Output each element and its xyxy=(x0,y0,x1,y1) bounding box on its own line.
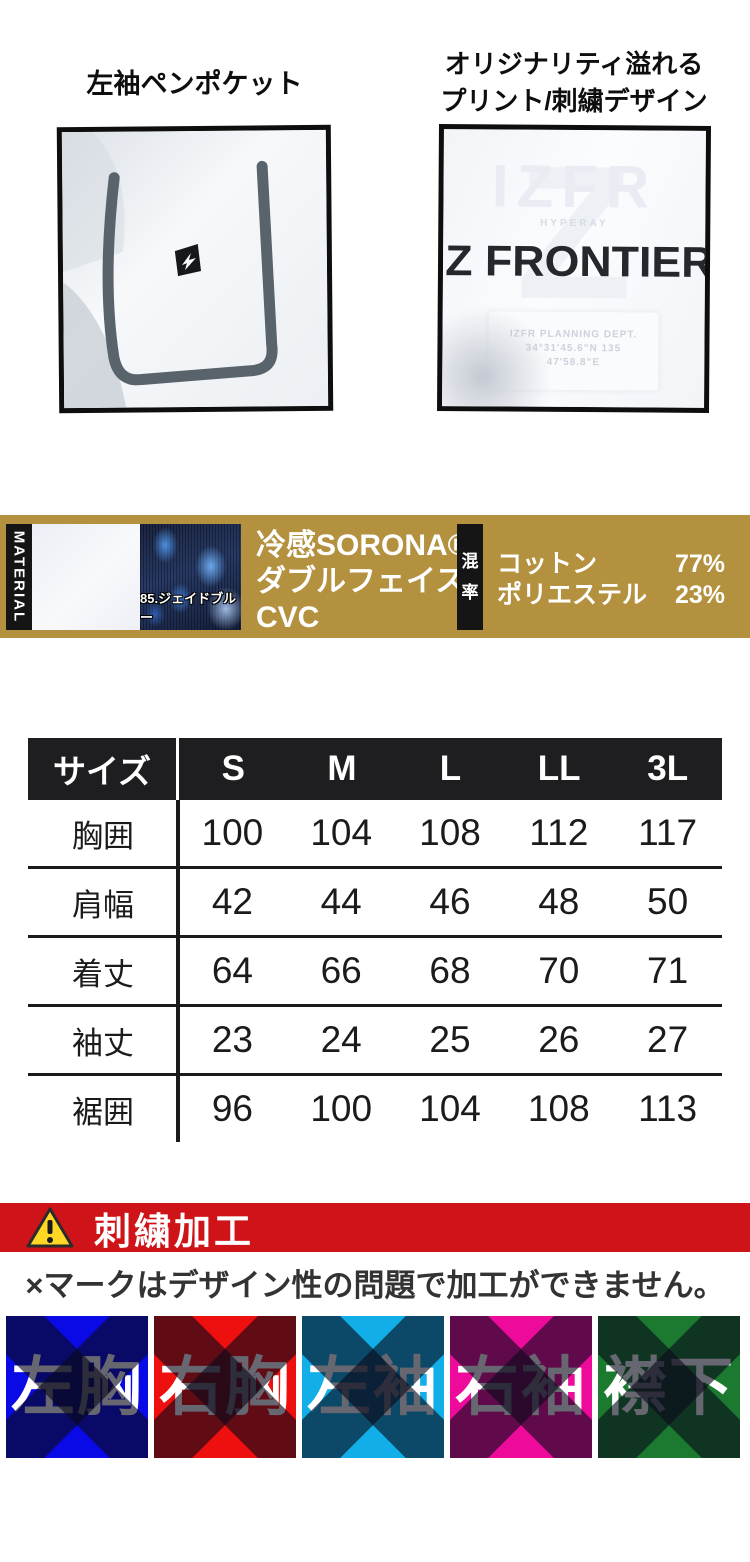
mix-ratio-list: コットン 77% ポリエステル 23% xyxy=(497,549,725,611)
row-label: 肩幅 xyxy=(72,887,134,923)
watermark-small-top-text: HYPERAY xyxy=(540,217,609,230)
brand-logo-icon xyxy=(174,243,202,277)
right-photo-caption-line1: オリジナリティ溢れる xyxy=(444,49,704,79)
table-row: 胸囲 100 104 108 112 117 xyxy=(28,800,722,866)
mix-label-char1: 混 xyxy=(461,552,479,571)
embroidery-banner-title: 刺繍加工 xyxy=(94,1210,254,1252)
fabric-line3: CVC xyxy=(256,601,320,634)
fabric-swatch-jade-blue: 85.ジェイドブルー xyxy=(140,524,241,630)
cell: 100 xyxy=(201,812,264,853)
size-col-m: M xyxy=(327,749,357,788)
cell: 44 xyxy=(320,881,362,922)
left-photo-caption: 左袖ペンポケット xyxy=(86,69,303,99)
cell: 46 xyxy=(429,881,471,922)
material-label-strip: MATERIAL xyxy=(6,524,32,630)
cell: 104 xyxy=(310,812,373,853)
watermark-izfr-print: IZFR xyxy=(491,152,658,221)
position-square-left-chest: 左胸 xyxy=(6,1316,148,1458)
swatch-color-caption: 85.ジェイドブルー xyxy=(140,591,237,625)
cell: 68 xyxy=(429,950,471,991)
position-square-under-collar: 襟下 xyxy=(598,1316,740,1458)
position-square-left-sleeve: 左袖 xyxy=(302,1316,444,1458)
mix-pct: 77% xyxy=(674,550,725,578)
sleeve-pocket-illustration xyxy=(61,129,329,409)
table-row: 肩幅 42 44 46 48 50 xyxy=(28,866,722,935)
fabric-swatch-white xyxy=(32,524,140,630)
mix-pct: 23% xyxy=(674,581,725,609)
table-row: 着丈 64 66 68 70 71 xyxy=(28,935,722,1004)
table-row: 裾囲 96 100 104 108 113 xyxy=(28,1073,722,1142)
size-col-ll: LL xyxy=(537,749,581,788)
shirt-background: Z IZFR HYPERAY 'Z FRONTIER IZFR PLANNING… xyxy=(437,127,711,413)
cell: 71 xyxy=(647,950,689,991)
right-photo-caption-line2: プリント/刺繍デザイン xyxy=(440,86,708,116)
size-col-3l: 3L xyxy=(647,749,689,788)
cell: 117 xyxy=(638,812,698,853)
cell: 108 xyxy=(527,1088,590,1129)
print-design-photo: Z IZFR HYPERAY 'Z FRONTIER IZFR PLANNING… xyxy=(437,124,711,413)
cell: 26 xyxy=(538,1019,580,1060)
mix-name: ポリエステル xyxy=(497,581,648,609)
position-square-right-sleeve: 右袖 xyxy=(450,1316,592,1458)
cell: 100 xyxy=(310,1088,373,1129)
brand-print-text: 'Z FRONTIER xyxy=(437,237,711,287)
header-divider xyxy=(176,738,179,800)
warning-icon xyxy=(26,1207,74,1248)
row-label: 胸囲 xyxy=(72,818,134,854)
cell: 42 xyxy=(211,881,253,922)
size-table: サイズ S M L LL 3L 胸囲 100 104 108 112 117 肩… xyxy=(28,738,722,1142)
cell: 64 xyxy=(211,950,253,991)
size-table-header: サイズ S M L LL 3L xyxy=(28,738,722,800)
cell: 23 xyxy=(211,1019,253,1060)
row-label: 着丈 xyxy=(72,956,134,992)
size-header-label: サイズ xyxy=(52,753,151,790)
table-row: 袖丈 23 24 25 26 27 xyxy=(28,1004,722,1073)
cell: 112 xyxy=(529,812,589,853)
cell: 50 xyxy=(647,881,689,922)
embroidery-banner: 刺繍加工 xyxy=(0,1203,750,1252)
cell: 113 xyxy=(638,1088,698,1129)
mix-ratio-label-strip: 混 率 xyxy=(457,524,483,630)
fabric-line1: 冷感SORONA® xyxy=(256,529,470,562)
cell: 70 xyxy=(538,950,580,991)
cell: 48 xyxy=(538,881,580,922)
row-label: 裾囲 xyxy=(72,1094,134,1130)
size-col-l: L xyxy=(439,749,462,788)
cell: 27 xyxy=(647,1019,689,1060)
sleeve-pocket-photo xyxy=(56,124,334,414)
fabric-line2: ダブルフェイス xyxy=(256,565,466,598)
row-label: 袖丈 xyxy=(72,1025,134,1061)
cell: 24 xyxy=(320,1019,362,1060)
material-label: MATERIAL xyxy=(10,530,28,624)
cell: 25 xyxy=(429,1019,471,1060)
cell: 66 xyxy=(320,950,362,991)
mix-name: コットン xyxy=(497,550,598,578)
size-table-body: 胸囲 100 104 108 112 117 肩幅 42 44 46 48 50… xyxy=(28,800,722,1142)
embroidery-note: ×マークはデザイン性の問題で加工ができません。 xyxy=(25,1268,725,1303)
cell: 108 xyxy=(419,812,481,853)
position-square-right-chest: 右胸 xyxy=(154,1316,296,1458)
pocket-outline-print xyxy=(102,160,278,386)
table-vertical-divider xyxy=(176,800,180,1142)
material-banner: MATERIAL 85.ジェイドブルー 冷感SORONA® ダブルフェイス CV… xyxy=(0,515,750,638)
fabric-description: 冷感SORONA® ダブルフェイス CVC xyxy=(256,528,470,636)
right-photo-caption: オリジナリティ溢れる プリント/刺繍デザイン xyxy=(424,46,724,120)
cell: 104 xyxy=(419,1088,481,1129)
mix-label-char2: 率 xyxy=(461,583,479,602)
mix-row-cotton: コットン 77% xyxy=(497,549,725,580)
size-col-s: S xyxy=(221,749,245,788)
cell: 96 xyxy=(211,1088,253,1129)
mix-row-polyester: ポリエステル 23% xyxy=(497,580,725,611)
